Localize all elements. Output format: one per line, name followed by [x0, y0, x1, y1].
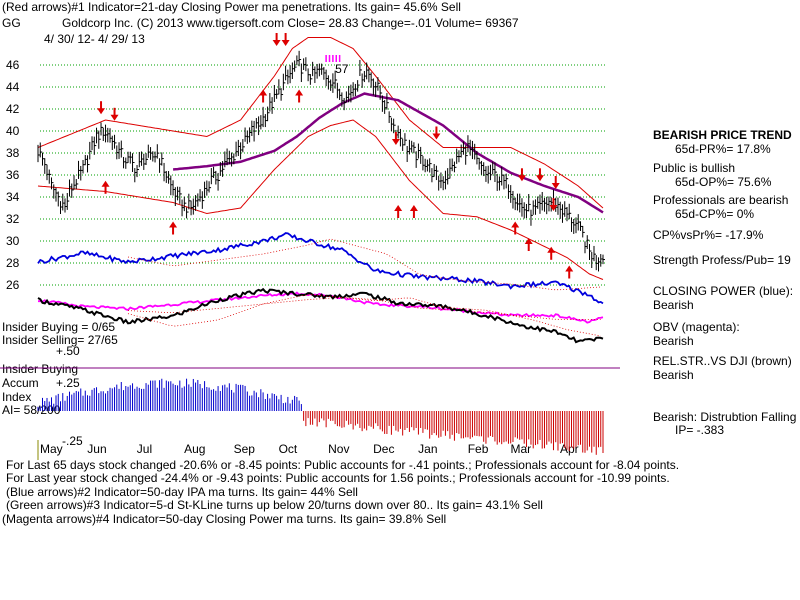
obv-title: OBV (magenta):	[653, 320, 740, 334]
accum-scale-bottom: -.25	[62, 434, 83, 448]
x-tick-label: Jul	[137, 442, 152, 456]
cp-vs-pr: CP%vsPr%= -17.9%	[653, 228, 764, 242]
sell-arrow	[517, 175, 526, 182]
y-tick-label: 42	[6, 102, 20, 116]
ticker-symbol: GG	[2, 16, 21, 30]
sell-arrow	[432, 133, 441, 140]
relative-strength-line-ma	[127, 294, 601, 337]
obv-value: Bearish	[653, 334, 694, 348]
trend-title: BEARISH PRICE TREND	[653, 128, 792, 142]
y-tick-label: 34	[6, 190, 20, 204]
sell-arrow	[272, 40, 281, 46]
upper-band-line	[37, 37, 604, 209]
ip-value: IP= -.383	[675, 423, 725, 437]
accum-scale-top: +.50	[56, 344, 80, 358]
footer-line-5: (Magenta arrows)#4 Indicator=50-day Clos…	[2, 512, 447, 526]
buy-arrow	[511, 221, 520, 228]
pr-value: 65d-PR%= 17.8%	[675, 142, 771, 156]
sell-arrow	[281, 40, 290, 46]
buy-arrow	[295, 89, 304, 96]
sell-arrow	[391, 139, 400, 145]
buy-arrow	[394, 205, 403, 211]
y-tick-label: 46	[6, 58, 20, 72]
cp-value: 65d-CP%= 0%	[675, 207, 755, 221]
strength-ratio: Strength Profess/Pub= 19	[653, 253, 791, 267]
ma-50-line	[172, 92, 604, 214]
x-tick-label: Oct	[279, 442, 298, 456]
x-tick-label: May	[40, 442, 63, 456]
x-tick-label: Dec	[373, 442, 394, 456]
x-tick-label: Nov	[328, 442, 349, 456]
annotation-label: 57	[335, 62, 349, 76]
insider-buying-count: Insider Buying = 0/65	[2, 320, 116, 334]
buy-arrow	[547, 246, 556, 253]
lower-band-line	[37, 119, 604, 280]
indicator-1-title: (Red arrows)#1 Indicator=21-day Closing …	[2, 0, 461, 14]
y-tick-label: 28	[6, 256, 20, 270]
sell-arrow	[110, 114, 119, 121]
buy-arrow	[524, 238, 533, 244]
y-tick-label: 32	[6, 212, 20, 226]
buy-arrow	[169, 221, 178, 228]
footer-line-2: For Last year stock changed -24.4% or -9…	[6, 471, 670, 485]
op-value: 65d-OP%= 75.6%	[675, 175, 772, 189]
accum-scale-mid: +.25	[56, 376, 80, 390]
footer-line-1: For Last 65 days stock changed -20.6% or…	[6, 458, 680, 472]
x-tick-label: Feb	[468, 442, 489, 456]
buy-arrow	[259, 89, 268, 96]
x-tick-label: Jun	[87, 442, 106, 456]
ai-value: AI= 58/200	[2, 403, 61, 417]
index-label: Index	[2, 390, 32, 404]
buy-arrow	[101, 180, 110, 187]
insider-buying-label: Insider Buying	[2, 362, 79, 376]
closing-power-line	[37, 232, 604, 305]
sell-arrow	[535, 175, 544, 182]
x-tick-label: Jan	[418, 442, 437, 456]
accum-label: Accum	[2, 376, 39, 390]
x-tick-label: Mar	[510, 442, 531, 456]
relative-strength-line	[37, 287, 604, 344]
stock-info-line: Goldcorp Inc. (C) 2013 www.tigersoft.com…	[62, 16, 519, 30]
sell-arrow	[97, 108, 106, 115]
buy-arrow	[409, 205, 418, 211]
closing-power-title: CLOSING POWER (blue):	[653, 284, 794, 298]
insider-selling-count: Insider Selling= 27/65	[2, 333, 118, 347]
relstr-value: Bearish	[653, 368, 694, 382]
y-tick-label: 30	[6, 234, 20, 248]
obv-line-ma	[127, 297, 601, 320]
y-tick-label: 26	[6, 278, 20, 292]
sell-arrow	[551, 183, 560, 189]
public-status: Public is bullish	[653, 161, 736, 175]
y-tick-label: 38	[6, 146, 20, 160]
x-tick-label: Sep	[234, 442, 256, 456]
y-tick-label: 36	[6, 168, 20, 182]
closing-power-line-ma	[127, 238, 601, 291]
y-tick-label: 40	[6, 124, 20, 138]
professionals-status: Professionals are bearish	[653, 193, 789, 207]
obv-line	[38, 291, 604, 324]
footer-line-3: (Blue arrows)#2 Indicator=50-day IPA ma …	[6, 485, 358, 499]
y-tick-label: 44	[6, 80, 20, 94]
x-tick-label: Aug	[184, 442, 205, 456]
buy-arrow	[565, 265, 574, 272]
distribution-status: Bearish: Distrubtion Falling	[653, 410, 797, 424]
closing-power-value: Bearish	[653, 298, 694, 312]
date-range: 4/ 30/ 12- 4/ 29/ 13	[44, 32, 145, 46]
relstr-title: REL.STR..VS DJI (brown)	[653, 354, 792, 368]
footer-line-4: (Green arrows)#3 Indicator=5-d St-KLine …	[6, 498, 543, 512]
sell-arrow	[549, 205, 558, 211]
